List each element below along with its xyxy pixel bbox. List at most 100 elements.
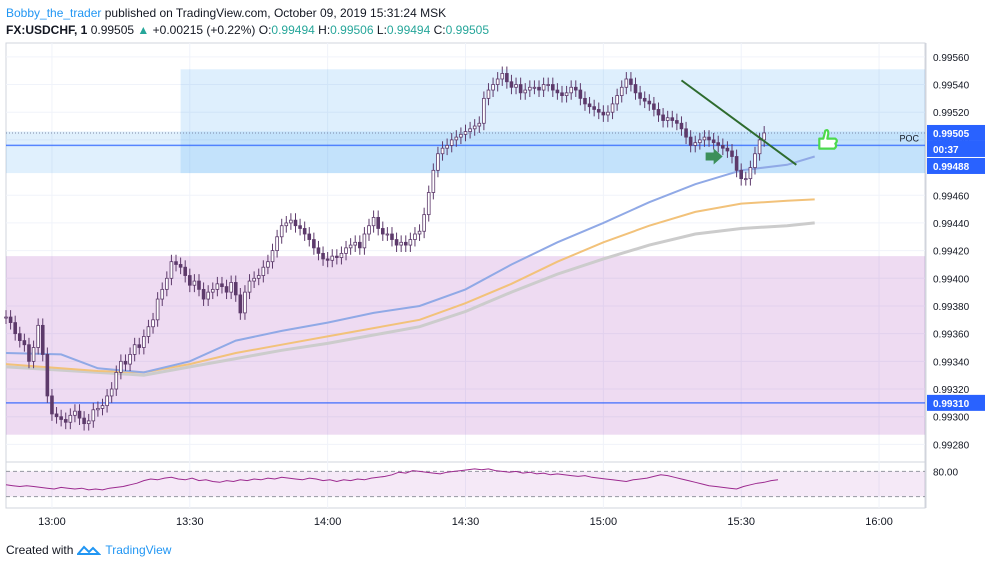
candle-body [610, 103, 615, 113]
last-price: 0.99505 [90, 23, 135, 37]
footer: Created with TradingView [6, 543, 171, 557]
candle-body [528, 86, 532, 91]
price-label-text: 00:37 [933, 145, 959, 156]
high-label: H: [318, 23, 331, 37]
candle-body [624, 78, 629, 88]
candle-body [647, 100, 652, 105]
candle-body [119, 360, 123, 373]
candle-body [279, 225, 284, 238]
high-value: 0.99506 [330, 23, 374, 37]
candle-body [100, 405, 105, 409]
candle-body [45, 354, 50, 397]
candle-body [592, 106, 596, 110]
candle-body [642, 97, 647, 102]
time-tick-label: 14:00 [314, 516, 342, 528]
candle-body [325, 258, 330, 261]
price-tick-label: 0.99280 [933, 440, 970, 451]
candle-body [40, 324, 45, 355]
chart-header: Bobby_the_trader published on TradingVie… [6, 5, 489, 39]
candle-body [394, 239, 399, 246]
candle-body [229, 282, 233, 293]
candle-body [36, 324, 40, 348]
price-tick-label: 0.99400 [933, 274, 970, 285]
candle-body [440, 147, 445, 155]
candle-body [54, 413, 59, 418]
candle-body [316, 247, 321, 254]
candle-body [146, 326, 151, 337]
candle-body [757, 139, 762, 155]
candle-body [169, 261, 174, 279]
candle-body [298, 225, 302, 229]
candle-body [670, 117, 675, 121]
price-change: +0.00215 (+0.22%) [152, 23, 256, 37]
candle-body [748, 167, 753, 180]
candle-body [652, 103, 656, 110]
candle-body [68, 414, 73, 423]
candle-body [330, 255, 335, 261]
candle-body [187, 275, 192, 286]
candle-body [633, 84, 638, 94]
candle-body [403, 241, 408, 246]
candle-body [693, 142, 698, 146]
candle-body [518, 84, 523, 94]
publish-info: published on TradingView.com, October 09… [104, 6, 447, 20]
candle-body [730, 150, 734, 157]
candle-body [721, 145, 725, 149]
author-link[interactable]: Bobby_the_trader [6, 6, 102, 20]
candle-body [711, 139, 716, 144]
candle-body [238, 294, 243, 314]
candle-body [284, 222, 289, 227]
candle-body [619, 86, 624, 96]
candle-body [371, 216, 376, 227]
candle-body [399, 241, 403, 246]
price-tick-label: 0.99360 [933, 330, 970, 341]
price-tick-label: 0.99380 [933, 302, 970, 313]
candle-body [762, 132, 766, 141]
candle-body [629, 78, 633, 85]
price-label-text: 0.99505 [933, 129, 970, 140]
price-label-box [927, 157, 985, 174]
candle-body [500, 73, 505, 80]
candle-body [578, 89, 583, 99]
time-tick-label: 15:30 [727, 516, 755, 528]
candle-body [307, 233, 312, 240]
candle-body [477, 122, 482, 127]
time-tick-label: 14:30 [452, 516, 480, 528]
candle-body [8, 316, 13, 323]
candle-body [155, 298, 160, 321]
tradingview-logo-icon [77, 545, 102, 555]
candle-body [449, 139, 454, 146]
candle-body [4, 316, 8, 319]
candle-body [321, 252, 325, 260]
candle-body [73, 410, 77, 416]
time-tick-label: 16:00 [865, 516, 893, 528]
price-tick-label: 0.99560 [933, 53, 970, 64]
candle-body [514, 84, 518, 88]
candle-body [123, 360, 128, 365]
moving-average-fast [5, 155, 815, 374]
candle-body [335, 255, 339, 258]
symbol-label[interactable]: FX:USDCHF, 1 [6, 23, 88, 37]
candle-body [459, 133, 463, 138]
candle-body [491, 84, 495, 91]
candle-body [523, 89, 528, 94]
price-tick-label: 0.99320 [933, 385, 970, 396]
candle-body [91, 409, 96, 422]
candle-body [362, 233, 367, 249]
candle-body [206, 291, 210, 300]
candle-body [358, 241, 362, 249]
price-tick-label: 0.99420 [933, 247, 970, 258]
candle-body [486, 89, 491, 99]
price-label-text: 0.99488 [933, 162, 970, 173]
candle-body [537, 86, 541, 91]
candle-body [256, 275, 261, 279]
candle-body [261, 266, 266, 276]
candle-body [707, 136, 711, 141]
tradingview-link[interactable]: TradingView [105, 543, 172, 557]
candle-body [601, 111, 606, 116]
candle-body [587, 103, 592, 108]
candle-body [128, 354, 132, 365]
candle-body [289, 219, 293, 224]
candle-body [615, 95, 619, 105]
